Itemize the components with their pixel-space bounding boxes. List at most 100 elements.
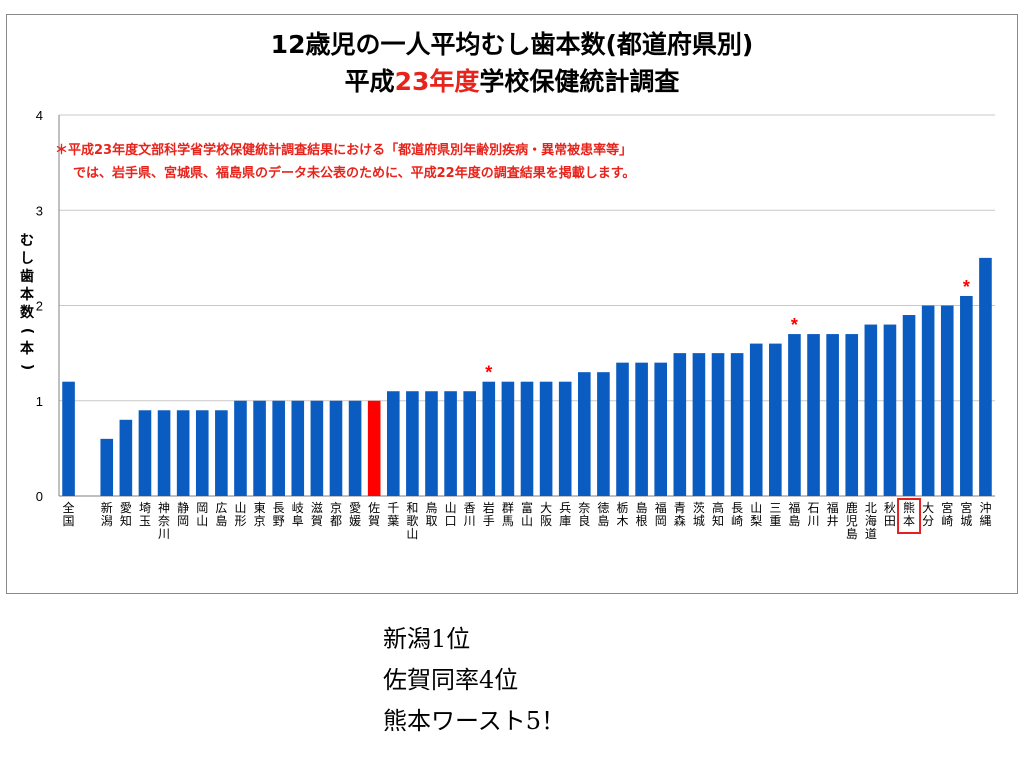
x-tick-label: 長 [273,501,285,515]
bar [463,391,476,496]
x-tick-label: 千 [387,501,399,515]
x-tick-label: 賀 [368,514,380,528]
x-tick-label: 徳 [597,500,609,515]
bar [234,400,247,496]
x-tick-label: 岩 [483,500,495,515]
x-tick-label: 手 [483,514,495,528]
x-tick-label: 本 [903,514,915,528]
caption-line3: 熊本ワースト5！ [383,707,566,735]
y-axis-label-char: ( [19,327,35,335]
y-tick-label: 1 [36,394,43,409]
x-tick-label: 知 [712,514,724,528]
bar [386,391,400,496]
bar [883,324,897,496]
bar [501,381,515,496]
bar [902,315,916,496]
x-tick-label: 島 [788,513,800,528]
chart-title-line2: 平成23年度学校保健統計調査 [7,62,1017,98]
title-line2-pre: 平成 [344,67,395,96]
x-tick-label: 香 [464,501,476,515]
x-tick-label: 大 [540,501,552,515]
x-tick-label: 川 [158,527,170,541]
x-tick-label: 奈 [578,501,590,515]
bar [711,353,725,496]
bar [444,391,457,496]
x-tick-label: 新 [101,500,113,515]
x-tick-label: 賀 [311,514,323,528]
x-tick-label: 木 [617,514,629,528]
x-tick-label: 分 [922,514,934,528]
chart-note-line2: では、岩手県、宮城県、福島県のデータ未公表のために、平成22年度の調査結果を掲載… [73,166,636,181]
x-tick-label: 馬 [502,514,514,528]
x-tick-label: 富 [521,500,533,515]
bar [253,400,266,496]
bar [578,372,591,496]
bar [769,343,782,496]
y-axis-label-char: 本 [20,341,34,357]
bar [807,334,820,496]
x-tick-label: 青 [674,501,686,515]
x-tick-label: 島 [846,526,858,541]
x-tick-label: 鹿 [846,500,858,515]
bar [138,410,152,496]
x-tick-label: 福 [655,500,667,515]
bar [749,343,763,496]
y-axis-label-char: 歯 [20,269,34,285]
title-line2-highlight: 23年度 [394,67,480,96]
x-tick-label: 兵 [559,501,571,515]
x-tick-label: 秋 [884,501,896,515]
x-tick-label: 福 [788,500,800,515]
x-tick-label: 広 [215,501,227,515]
y-axis-label-char: ) [19,363,35,371]
bar [520,381,534,496]
bar [348,400,362,496]
x-tick-label: 城 [960,514,972,528]
x-tick-label: 鳥 [425,500,437,515]
x-tick-label: 崎 [941,514,953,528]
x-tick-label: 縄 [979,513,991,528]
x-tick-label: 井 [827,514,839,528]
x-tick-label: 海 [865,513,877,528]
x-tick-label: 歌 [406,513,418,528]
x-tick-label: 山 [234,501,246,515]
x-tick-label: 群 [502,501,514,515]
x-tick-label: 山 [196,514,208,528]
y-tick-label: 0 [36,489,43,504]
y-axis-label-char: む [20,233,34,249]
x-tick-label: 京 [330,501,342,515]
chart-note-line1: ＊平成23年度文部科学省学校保健統計調査結果における「都道府県別年齢別疾病・異常… [55,143,633,158]
x-tick-label: 梨 [750,514,762,528]
title-line2-post: 学校保健統計調査 [479,67,680,96]
x-tick-label: 北 [865,501,877,515]
x-tick-label: 栃 [617,501,629,515]
bar [616,362,629,496]
x-tick-label: 石 [808,501,820,515]
bar [157,410,171,496]
x-tick-label: 山 [445,501,457,515]
asterisk-mark: * [791,315,798,335]
x-tick-label: 静 [177,501,189,515]
bar [597,372,610,496]
y-axis-label-char: 数 [20,305,34,321]
bar [367,400,381,496]
x-tick-label: 島 [215,513,227,528]
bar [921,305,935,496]
bar [692,353,706,496]
bar [845,334,859,496]
bar [406,391,419,496]
x-tick-label: 神 [158,501,170,515]
x-tick-label: 川 [464,514,476,528]
y-axis-label-char: 本 [20,287,34,303]
x-tick-label: 取 [425,514,437,528]
x-tick-label: 岡 [196,501,208,515]
bar [788,334,801,496]
bar [558,381,572,496]
x-tick-label: 潟 [101,514,113,528]
asterisk-mark: * [485,363,492,383]
x-tick-label: 滋 [311,501,323,515]
y-tick-label: 4 [36,108,43,123]
x-tick-label: 森 [674,513,686,528]
x-tick-label: 庫 [559,514,571,528]
x-tick-label: 和 [406,501,418,515]
bar [310,400,324,496]
